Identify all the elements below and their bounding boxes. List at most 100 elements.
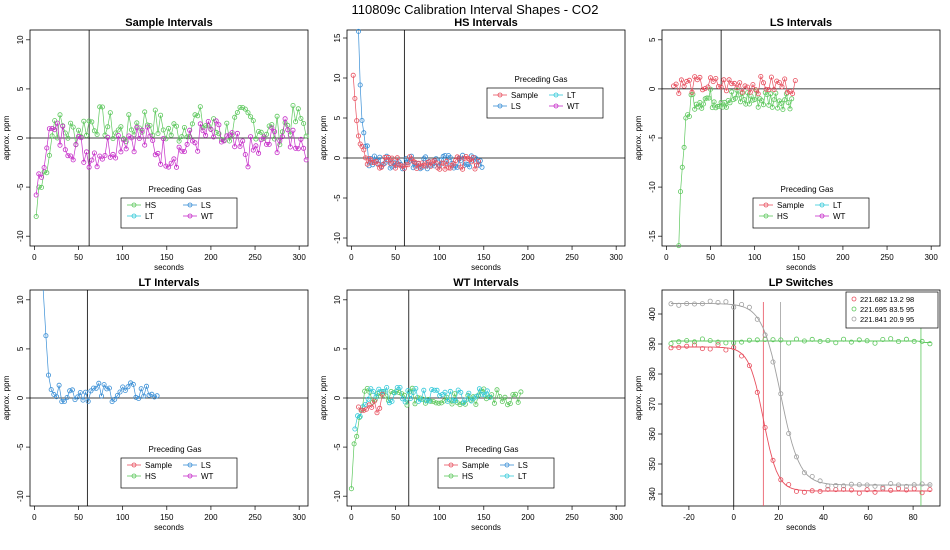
data-point-sample [380,161,386,167]
data-point-hs [293,119,299,125]
data-point-lt [484,388,490,394]
data-point-lp0 [770,457,776,463]
legend-label: WT [833,212,846,221]
data-point-hs [173,123,179,129]
data-point-sample [374,410,380,416]
data-point-ls [143,383,149,389]
data-point-hs [771,97,777,103]
data-point-hs [242,106,248,112]
data-point-wt [205,119,211,125]
data-point-ls [141,393,147,399]
data-point-wt [285,127,291,133]
data-point-hs [422,400,428,406]
data-point-hs [139,129,145,135]
legend-label: WT [567,102,580,111]
data-point-wt [142,142,148,148]
data-point-wt [229,130,235,136]
x-tick-label: 100 [116,253,130,262]
data-point-sample [700,87,706,93]
data-point-sample [747,89,753,95]
data-point-hs [224,120,230,126]
data-point-ls [125,384,131,390]
data-point-wt [121,137,127,143]
data-point-lp2 [746,304,752,310]
data-point-ls [72,397,78,403]
data-point-hs [303,133,309,139]
data-point-lt [392,390,398,396]
data-point-sample [705,84,711,90]
data-point-hs [755,104,761,110]
data-point-sample [753,87,759,93]
data-point-wt [271,129,277,135]
data-point-lt [434,387,440,393]
y-axis-label: approx. ppm [634,115,643,160]
legend-swatch-point [819,202,825,208]
data-point-lp0 [699,346,705,352]
y-tick-label: 10 [333,73,342,82]
data-point-wt [107,154,113,160]
data-point-wt [171,156,177,162]
data-point-wt [166,164,172,170]
data-point-hs [237,105,243,111]
data-point-ls [454,164,460,170]
data-point-hs [679,164,685,170]
data-point-lt [447,388,453,394]
y-tick-label: 360 [648,427,657,441]
data-point-sample [392,165,398,171]
legend-swatch-point [851,306,857,312]
data-point-lp1 [684,338,690,344]
data-point-lp0 [841,486,847,492]
data-point-wt [290,127,296,133]
data-point-wt [113,155,119,161]
data-point-wt [269,125,275,131]
data-point-ls [133,394,139,400]
data-point-wt [68,153,74,159]
legend-label: WT [201,472,214,481]
data-point-lp0 [707,346,713,352]
y-tick-label: 10 [16,295,25,304]
data-point-lp2 [715,299,721,305]
legend-box [437,457,555,489]
y-tick-label: 0 [333,395,342,400]
data-point-hs [787,106,793,112]
data-point-wt [240,138,246,144]
data-point-hs [351,441,357,447]
data-point-sample [721,77,727,83]
data-point-lp1 [825,338,831,344]
data-point-lp0 [864,487,870,493]
data-point-wt [49,126,55,132]
plot-frame [346,29,626,247]
data-point-hs [769,104,775,110]
legend-label: 221.841 20.9 95 [860,315,914,324]
data-point-wt [150,137,156,143]
data-point-hs [709,105,715,111]
data-point-wt [99,156,105,162]
data-point-wt [176,144,182,150]
y-tick-label: 15 [333,33,342,42]
legend-label: LS [518,461,528,470]
data-point-lp0 [778,477,784,483]
legend-label: LS [201,201,211,210]
data-point-hs [727,100,733,106]
y-tick-label: 5 [648,37,657,42]
data-point-sample [460,166,466,172]
data-point-lp1 [794,336,800,342]
data-point-ls [149,391,155,397]
data-point-lp0 [817,488,823,494]
legend-swatch-point [851,316,857,322]
data-point-ls [357,82,363,88]
data-point-hs [681,144,687,150]
data-point-wt [84,149,90,155]
data-point-hs [36,184,42,190]
data-point-wt [216,122,222,128]
data-point-wt [245,164,251,170]
data-point-ls [112,396,118,402]
data-point-lp2 [754,316,760,322]
data-point-wt [123,146,129,152]
data-point-lt [355,413,361,419]
data-point-hs [250,118,256,124]
data-point-sample [394,155,400,161]
data-point-hs [473,401,479,407]
data-point-ls [96,380,102,386]
data-point-hs [113,130,119,136]
